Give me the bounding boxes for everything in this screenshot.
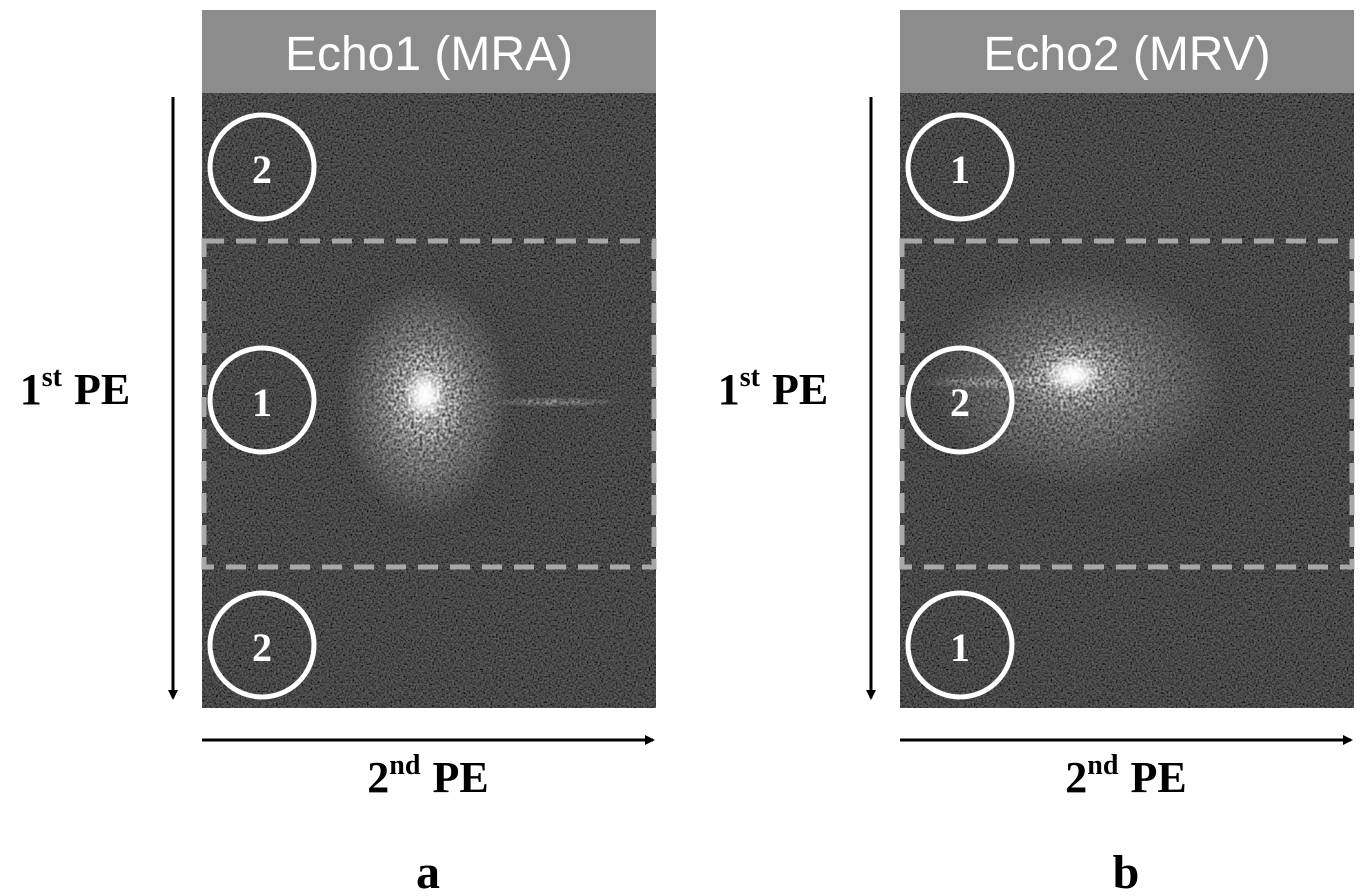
region-circle bbox=[905, 112, 1015, 222]
region-circle bbox=[207, 590, 317, 700]
panel-label: a bbox=[416, 846, 440, 896]
x-axis-label: 2nd PE bbox=[1065, 750, 1186, 802]
y-axis-text: PE bbox=[74, 365, 130, 414]
x-axis-superscript: nd bbox=[389, 750, 421, 781]
center-region bbox=[201, 238, 657, 570]
y-axis-text: PE bbox=[772, 365, 828, 414]
center-region bbox=[899, 238, 1355, 570]
x-axis-text: PE bbox=[1130, 753, 1186, 802]
panel-header bbox=[900, 10, 1354, 93]
region-label: 1 bbox=[950, 625, 970, 670]
x-axis-superscript: nd bbox=[1087, 750, 1119, 781]
x-axis-text: PE bbox=[432, 753, 488, 802]
region-label: 2 bbox=[252, 147, 272, 192]
y-axis-number: 1 bbox=[718, 365, 740, 414]
y-axis-number: 1 bbox=[20, 365, 42, 414]
signal-blob bbox=[918, 374, 1078, 390]
panel-title: Echo2 (MRV) bbox=[983, 28, 1270, 81]
signal-blob bbox=[485, 397, 625, 407]
region-circle bbox=[905, 590, 1015, 700]
y-axis-label: 1st PE bbox=[718, 362, 828, 414]
region-circle bbox=[207, 112, 317, 222]
x-axis-label: 2nd PE bbox=[367, 750, 488, 802]
region-label: 2 bbox=[252, 625, 272, 670]
region-circle bbox=[207, 345, 317, 455]
signal-core bbox=[402, 367, 448, 423]
region-label: 1 bbox=[950, 147, 970, 192]
x-axis-number: 2 bbox=[1065, 753, 1087, 802]
region-label: 2 bbox=[950, 380, 970, 425]
region-label: 1 bbox=[252, 380, 272, 425]
y-axis-label: 1st PE bbox=[20, 362, 130, 414]
x-axis-number: 2 bbox=[367, 753, 389, 802]
y-axis-superscript: st bbox=[42, 362, 63, 393]
signal-core bbox=[1043, 355, 1103, 395]
panel-header bbox=[202, 10, 656, 93]
y-axis-superscript: st bbox=[740, 362, 761, 393]
panel-title: Echo1 (MRA) bbox=[285, 28, 573, 81]
panel-label: b bbox=[1113, 846, 1140, 896]
region-circle bbox=[905, 345, 1015, 455]
